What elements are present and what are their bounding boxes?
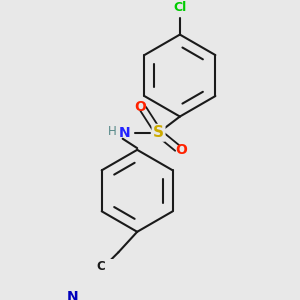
Text: N: N bbox=[67, 290, 78, 300]
Text: Cl: Cl bbox=[173, 1, 187, 14]
Text: O: O bbox=[175, 143, 187, 157]
Text: N: N bbox=[118, 126, 130, 140]
Text: S: S bbox=[153, 125, 164, 140]
Text: C: C bbox=[96, 260, 105, 273]
Text: H: H bbox=[108, 124, 117, 138]
Text: O: O bbox=[134, 100, 146, 114]
